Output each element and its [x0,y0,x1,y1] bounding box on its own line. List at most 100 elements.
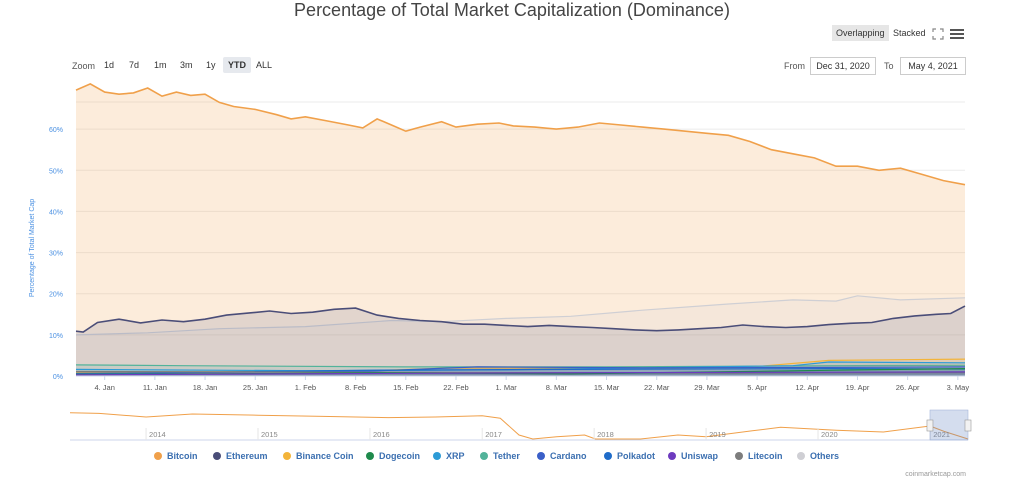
legend-item-dogecoin[interactable]: Dogecoin [366,451,420,461]
x-tick-label: 1. Feb [295,383,316,392]
legend-item-ethereum[interactable]: Ethereum [213,451,268,461]
cardano-line [75,366,966,375]
x-tick-label: 19. Apr [846,383,870,392]
others-line [75,295,966,336]
polkadot-line [75,367,966,375]
legend-marker [735,452,743,460]
legend-label: Others [810,451,840,461]
navigator-tick-label: 2018 [597,430,614,439]
stacked-mode-button[interactable]: Stacked [893,28,926,38]
navigator-right-handle[interactable] [964,419,972,432]
zoom-label: Zoom [72,61,96,71]
legend-marker [366,452,374,460]
legend-label: Cardano [550,451,587,461]
zoom-3m-button[interactable]: 3m [180,60,193,70]
legend-item-litecoin[interactable]: Litecoin [735,451,783,461]
legend-marker [213,452,221,460]
x-tick-label: 18. Jan [193,383,218,392]
overlapping-mode-button[interactable]: Overlapping [832,25,889,41]
zoom-1d-button[interactable]: 1d [104,60,115,70]
legend-label: Ethereum [226,451,268,461]
legend-label: Polkadot [617,451,656,461]
to-date-input[interactable]: May 4, 2021 [900,57,966,75]
navigator-tick-label: 2021 [933,430,950,439]
x-tick-label: 5. Apr [747,383,767,392]
fullscreen-icon[interactable] [932,27,944,45]
from-date-input[interactable]: Dec 31, 2020 [810,57,876,75]
zoom-ytd-button[interactable]: YTD [223,57,251,73]
dogecoin-line [75,368,966,375]
binance-coin-line [75,358,966,373]
navigator-tick-label: 2014 [149,430,166,439]
legend-marker [604,452,612,460]
navigator-selection[interactable] [929,409,969,441]
y-tick-label: 60% [49,127,63,134]
legend-label: XRP [446,451,465,461]
bitcoin-line [75,83,966,186]
legend-label: Bitcoin [167,451,198,461]
x-tick-label: 1. Mar [496,383,518,392]
y-tick-label: 0% [53,374,63,381]
others-area [76,295,965,376]
zoom-1y-button[interactable]: 1y [206,60,216,70]
legend-marker [433,452,441,460]
navigator-tick-label: 2015 [261,430,278,439]
x-tick-label: 26. Apr [896,383,920,392]
y-tick-label: 10% [49,333,63,340]
navigator-tick-label: 2020 [821,430,838,439]
ethereum-line [75,305,966,333]
legend-marker [797,452,805,460]
legend-label: Tether [493,451,520,461]
y-tick-label: 30% [49,251,63,258]
credit-text: coinmarketcap.com [905,471,966,478]
ethereum-area [76,306,965,376]
x-tick-label: 8. Mar [546,383,568,392]
legend-item-uniswap[interactable]: Uniswap [668,451,718,461]
y-tick-label: 20% [49,292,63,299]
zoom-1m-button[interactable]: 1m [154,60,167,70]
zoom-all-button[interactable]: ALL [256,60,273,70]
bitcoin-area [76,83,965,377]
legend-item-others[interactable]: Others [797,451,839,461]
x-tick-label: 3. May [947,383,970,392]
navigator-bitcoin-line [69,412,969,440]
x-tick-label: 15. Feb [393,383,418,392]
legend-marker [154,452,162,460]
uniswap-area [76,371,965,376]
zoom-7d-button[interactable]: 7d [129,60,140,70]
navigator-tick-label: 2019 [709,430,726,439]
navigator-left-handle[interactable] [926,419,934,432]
x-tick-label: 25. Jan [243,383,268,392]
xrp-line [75,361,966,372]
chart-title: Percentage of Total Market Capitalizatio… [294,0,730,20]
legend-marker [537,452,545,460]
legend-marker [480,452,488,460]
legend-item-bitcoin[interactable]: Bitcoin [154,451,198,461]
x-tick-label: 15. Mar [594,383,620,392]
x-tick-label: 12. Apr [795,383,819,392]
legend-label: Uniswap [681,451,719,461]
x-tick-label: 22. Feb [443,383,468,392]
from-label: From [784,61,805,71]
legend-item-binance-coin[interactable]: Binance Coin [283,451,354,461]
legend-label: Litecoin [748,451,783,461]
navigator-tick-label: 2016 [373,430,390,439]
y-axis-label: Percentage of Total Market Cap [29,199,36,297]
polkadot-area [76,368,965,376]
legend-label: Dogecoin [379,451,421,461]
cardano-area [76,366,965,376]
legend-marker [283,452,291,460]
tether-area [76,364,965,376]
legend-item-polkadot[interactable]: Polkadot [604,451,655,461]
legend-item-xrp[interactable]: XRP [433,451,465,461]
x-tick-label: 8. Feb [345,383,366,392]
x-tick-label: 4. Jan [94,383,114,392]
tether-line [75,364,966,368]
dogecoin-area [76,368,965,376]
legend-item-cardano[interactable]: Cardano [537,451,587,461]
hamburger-menu-icon[interactable] [950,27,964,45]
x-tick-label: 22. Mar [644,383,670,392]
legend-item-tether[interactable]: Tether [480,451,520,461]
uniswap-line [75,371,966,376]
legend-marker [668,452,676,460]
